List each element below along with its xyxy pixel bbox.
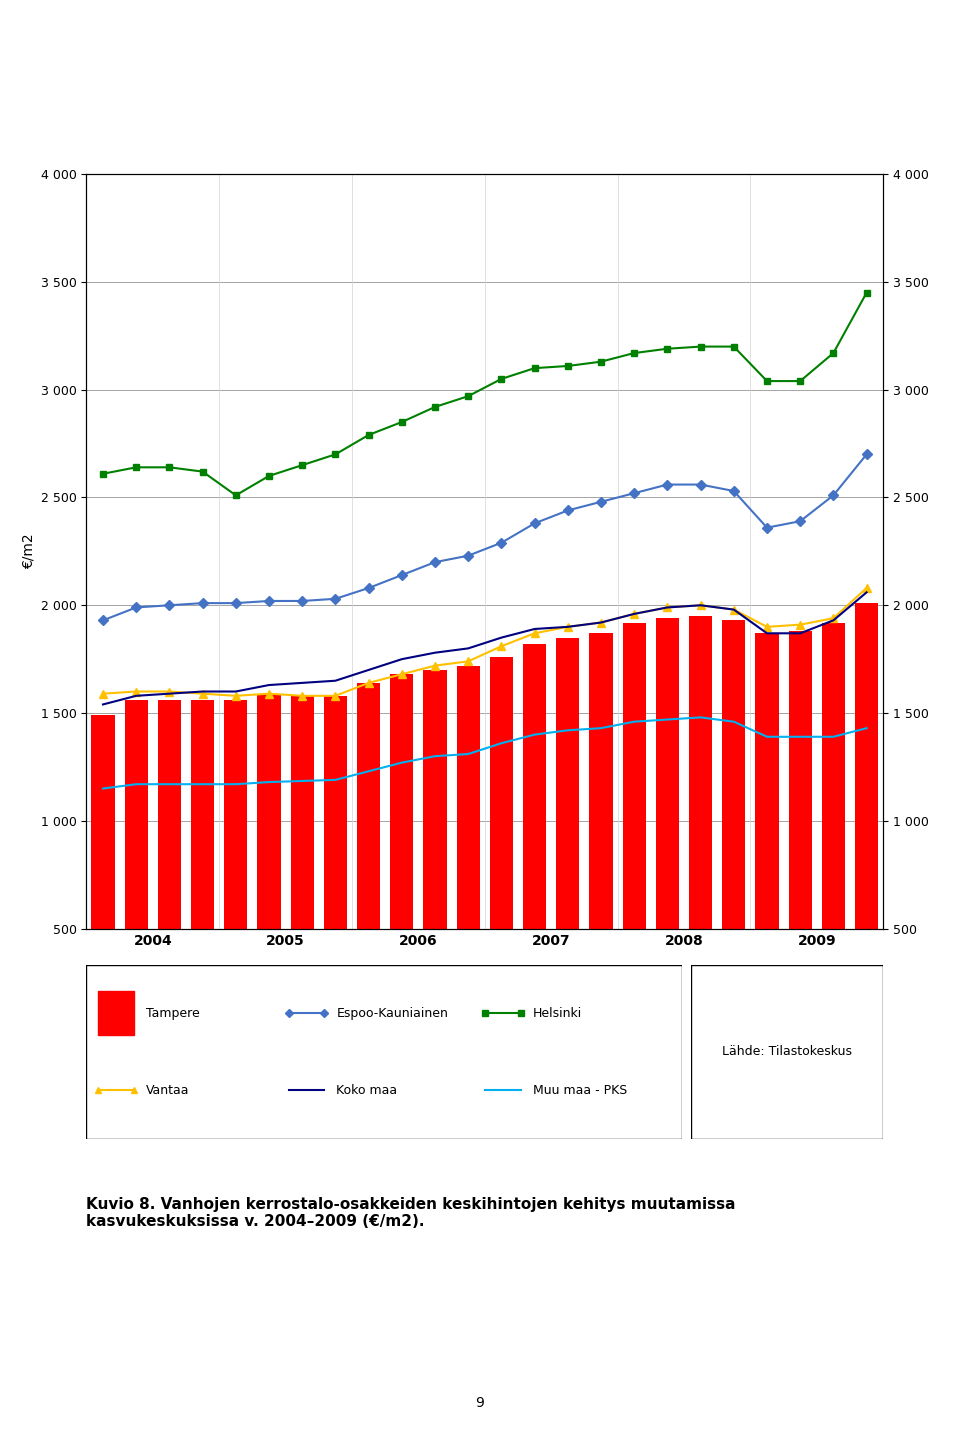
Bar: [756, 633, 779, 1036]
Text: Lähde: Tilastokeskus: Lähde: Tilastokeskus: [722, 1046, 852, 1058]
Bar: [91, 715, 114, 1036]
Bar: [257, 694, 280, 1036]
Bar: [855, 604, 878, 1036]
Bar: [457, 666, 480, 1036]
Bar: [788, 631, 812, 1036]
Y-axis label: €/m2: €/m2: [21, 534, 36, 569]
Bar: [125, 701, 148, 1036]
Bar: [589, 633, 612, 1036]
Bar: [722, 621, 745, 1036]
Bar: [689, 617, 712, 1036]
Text: Kuvio 8. Vanhojen kerrostalo-osakkeiden keskihintojen kehitys muutamissa
kasvuke: Kuvio 8. Vanhojen kerrostalo-osakkeiden …: [86, 1197, 736, 1229]
Bar: [390, 675, 414, 1036]
Text: Espoo-Kauniainen: Espoo-Kauniainen: [336, 1007, 448, 1020]
Bar: [656, 618, 679, 1036]
Bar: [822, 622, 845, 1036]
Text: Muu maa - PKS: Muu maa - PKS: [533, 1084, 627, 1097]
Bar: [523, 644, 546, 1036]
Text: Tampere: Tampere: [146, 1007, 200, 1020]
Text: Koko maa: Koko maa: [336, 1084, 397, 1097]
Bar: [225, 701, 248, 1036]
Bar: [291, 696, 314, 1036]
Text: Vantaa: Vantaa: [146, 1084, 189, 1097]
Bar: [324, 696, 347, 1036]
Bar: [490, 657, 513, 1036]
FancyBboxPatch shape: [691, 965, 883, 1139]
FancyBboxPatch shape: [86, 965, 682, 1139]
Bar: [98, 991, 134, 1035]
Bar: [191, 701, 214, 1036]
Bar: [357, 683, 380, 1036]
Bar: [157, 701, 181, 1036]
Text: 9: 9: [475, 1396, 485, 1410]
Text: Helsinki: Helsinki: [533, 1007, 582, 1020]
Bar: [623, 622, 646, 1036]
Bar: [556, 637, 580, 1036]
Bar: [423, 670, 446, 1036]
